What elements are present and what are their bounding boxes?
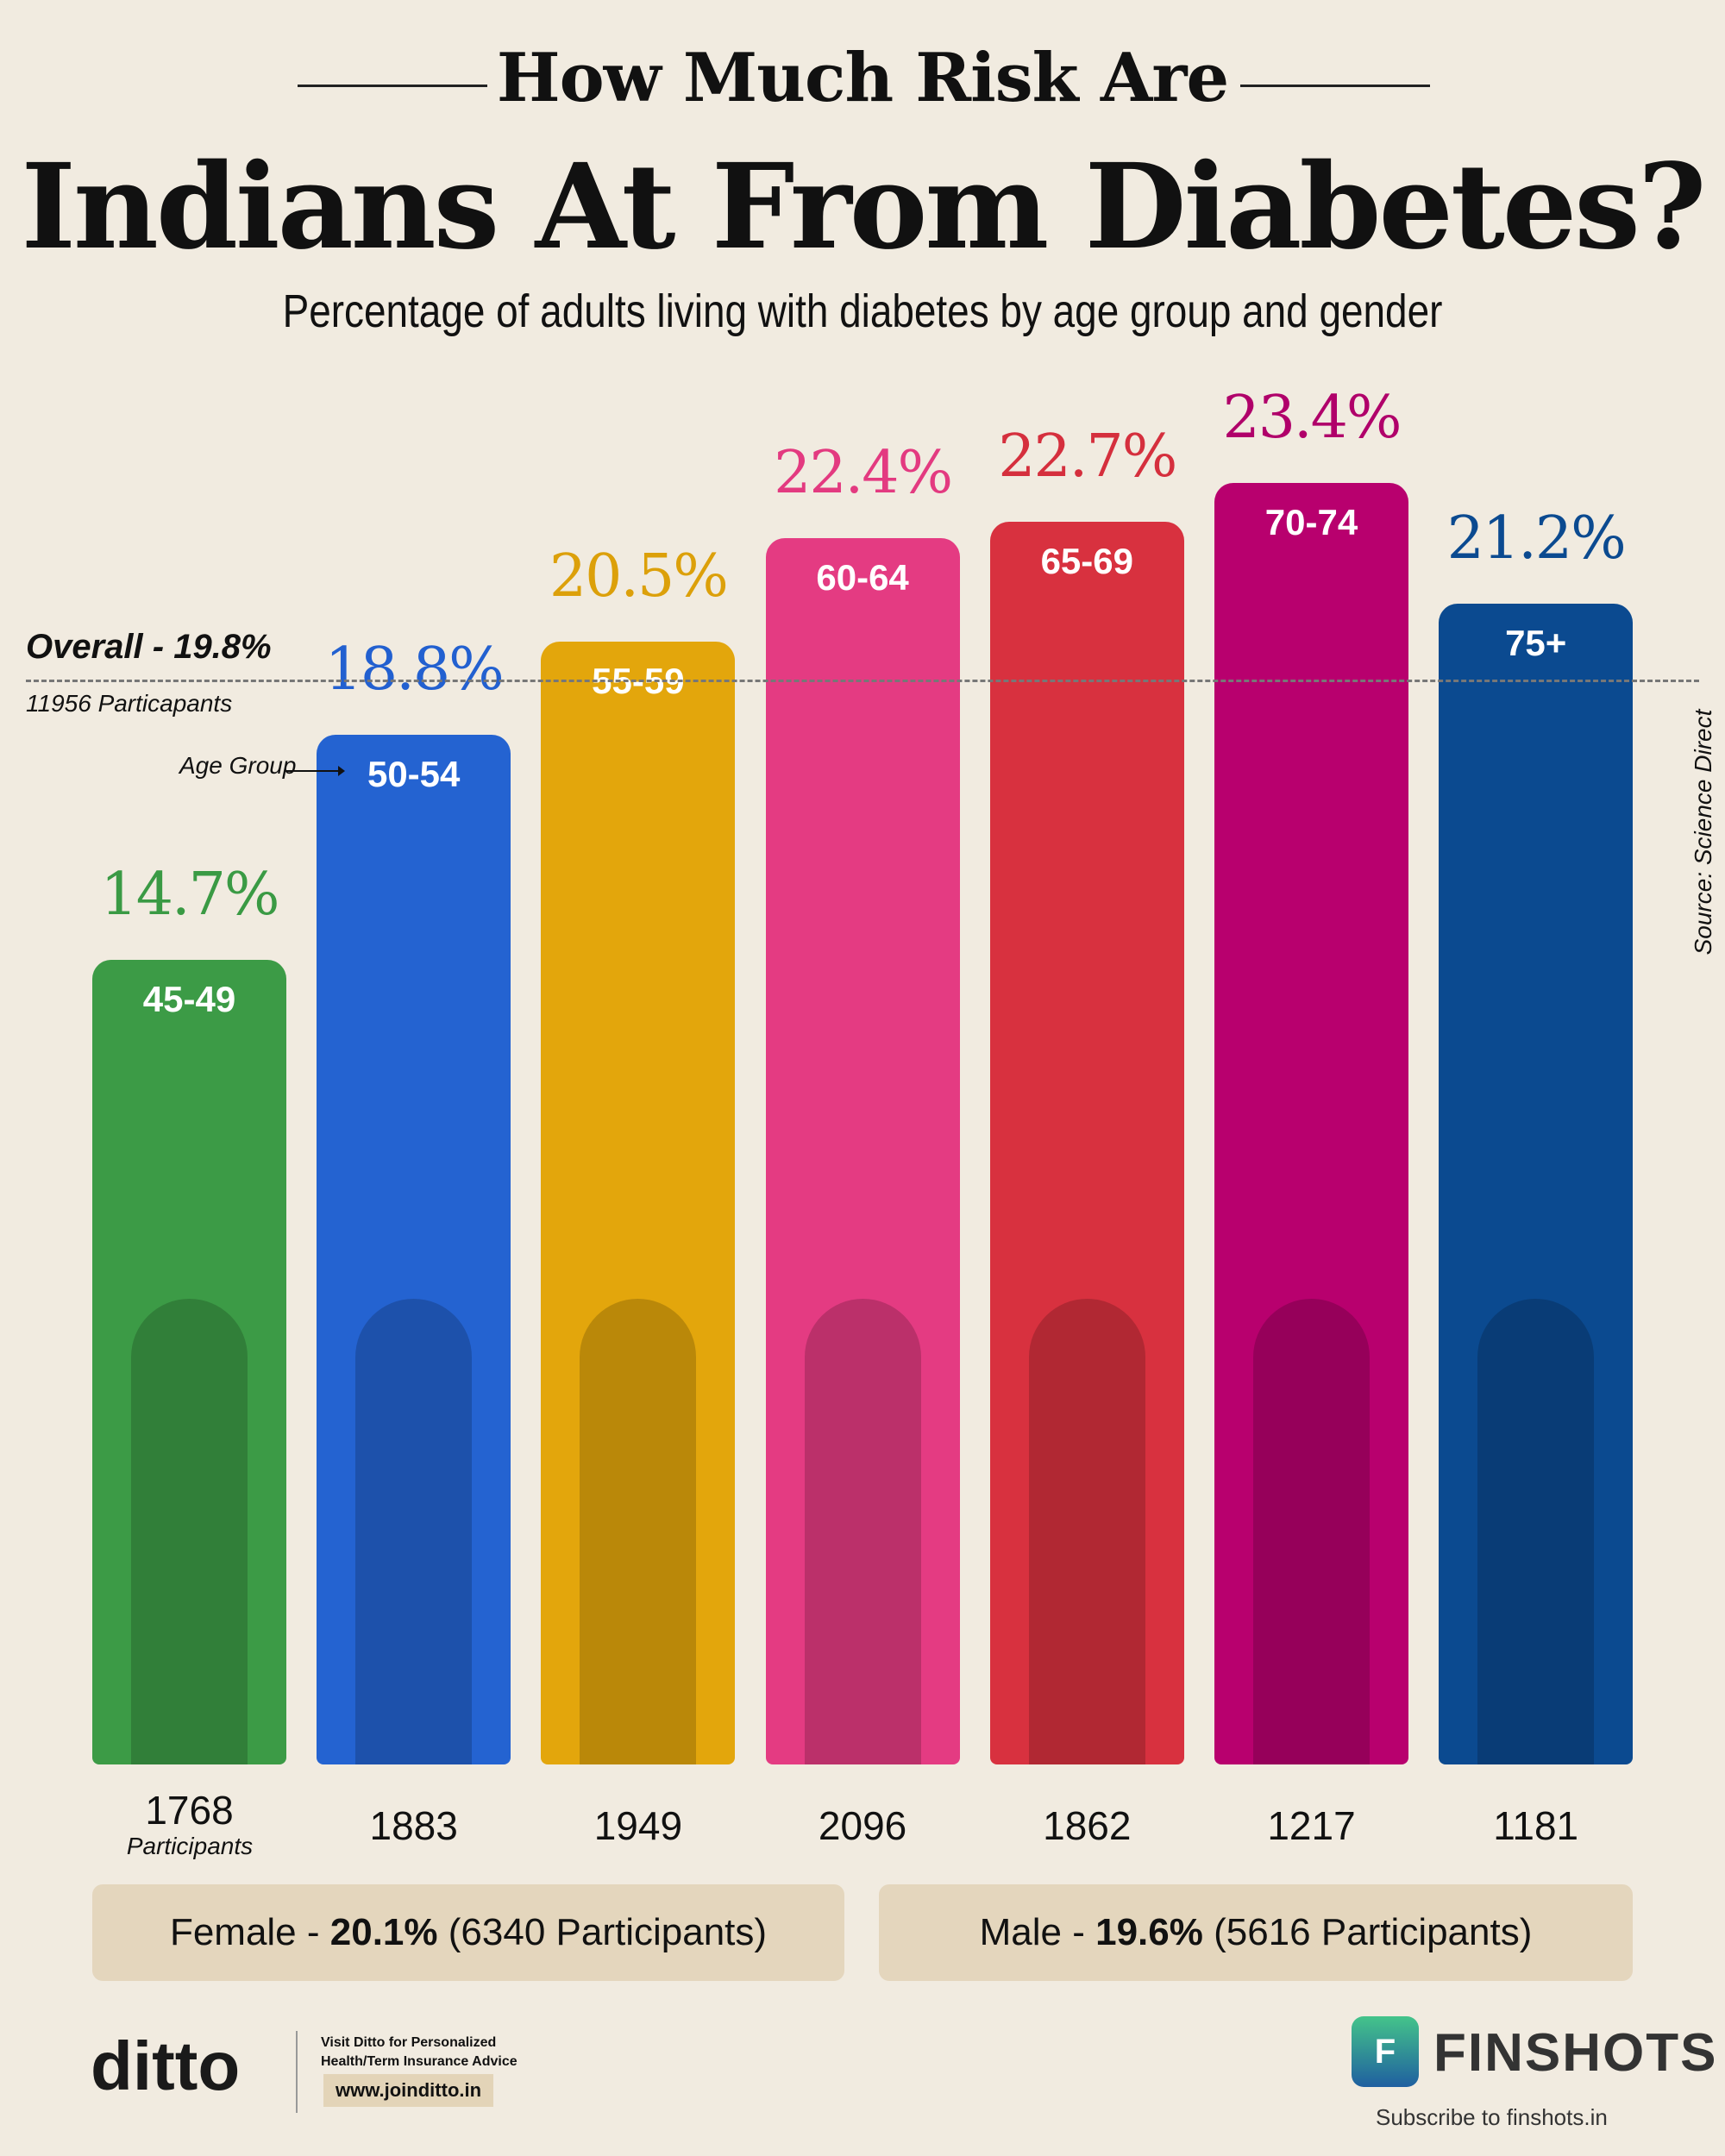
participant-count: 1862 <box>1043 1803 1132 1848</box>
title-rule-left <box>298 85 487 87</box>
value-label: 21.2% <box>1446 504 1627 573</box>
footer-divider <box>296 2031 298 2113</box>
age-group-hint: Age Group <box>179 752 297 779</box>
value-label: 14.7% <box>100 860 279 929</box>
title-line1: How Much Risk Are <box>496 39 1229 117</box>
person-illustration <box>804 1298 921 1764</box>
participant-count: 1217 <box>1267 1803 1356 1848</box>
overall-label: Overall - 19.8% <box>26 628 272 666</box>
male-summary: Male - 19.6% (5616 Participants) <box>879 1884 1633 1981</box>
participant-count: 1768 <box>145 1788 234 1833</box>
bar-70-74 <box>1214 483 1408 1764</box>
bar-55-59 <box>541 642 736 1764</box>
person-illustration <box>1028 1298 1145 1764</box>
title-rule-right <box>1240 85 1430 87</box>
subtitle: Percentage of adults living with diabete… <box>282 285 1443 337</box>
age-group-label: 75+ <box>1505 622 1567 663</box>
age-group-label: 70-74 <box>1264 502 1358 543</box>
ditto-url-link[interactable]: www.joinditto.in <box>323 2074 494 2107</box>
age-group-label: 45-49 <box>142 978 236 1019</box>
bar-50-54 <box>317 735 511 1764</box>
finshots-logo: FINSHOTS <box>1433 2023 1718 2083</box>
person-illustration <box>131 1298 248 1764</box>
bar-65-69 <box>989 521 1184 1764</box>
person-illustration <box>580 1299 697 1764</box>
ditto-text: Visit Ditto for Personalized Health/Term… <box>321 2035 518 2069</box>
value-label: 18.8% <box>324 636 505 705</box>
value-label: 23.4% <box>1222 384 1402 453</box>
participant-count: 1181 <box>1493 1803 1579 1848</box>
participant-count: 1883 <box>369 1803 458 1848</box>
ditto-logo: ditto <box>91 2028 241 2104</box>
source-note: Source: Science Direct <box>1690 709 1716 956</box>
age-group-label: 60-64 <box>816 556 909 598</box>
finshots-logo-icon: F <box>1352 2016 1419 2087</box>
bar-75+ <box>1439 603 1634 1764</box>
participant-count: 1949 <box>593 1803 683 1848</box>
person-illustration <box>1477 1298 1595 1764</box>
person-illustration <box>355 1298 473 1764</box>
overall-reference-line <box>26 680 1699 682</box>
participants-label: Participants <box>126 1833 254 1859</box>
bar-45-49 <box>92 959 286 1764</box>
title-line2: Indians At From Diabetes? <box>21 138 1706 276</box>
arrow-icon <box>285 766 345 776</box>
finshots-subscribe-link[interactable]: Subscribe to finshots.in <box>1376 2104 1608 2130</box>
age-group-label: 50-54 <box>367 754 461 795</box>
overall-participants: 11956 Particapants <box>26 690 233 717</box>
value-label: 20.5% <box>549 542 729 611</box>
value-label: 22.7% <box>998 422 1177 491</box>
person-illustration <box>1253 1298 1370 1764</box>
value-label: 22.4% <box>774 438 953 507</box>
bar-60-64 <box>765 537 960 1764</box>
participant-count: 2096 <box>818 1803 907 1848</box>
female-summary: Female - 20.1% (6340 Participants) <box>92 1884 844 1981</box>
age-group-label: 65-69 <box>1040 540 1133 581</box>
